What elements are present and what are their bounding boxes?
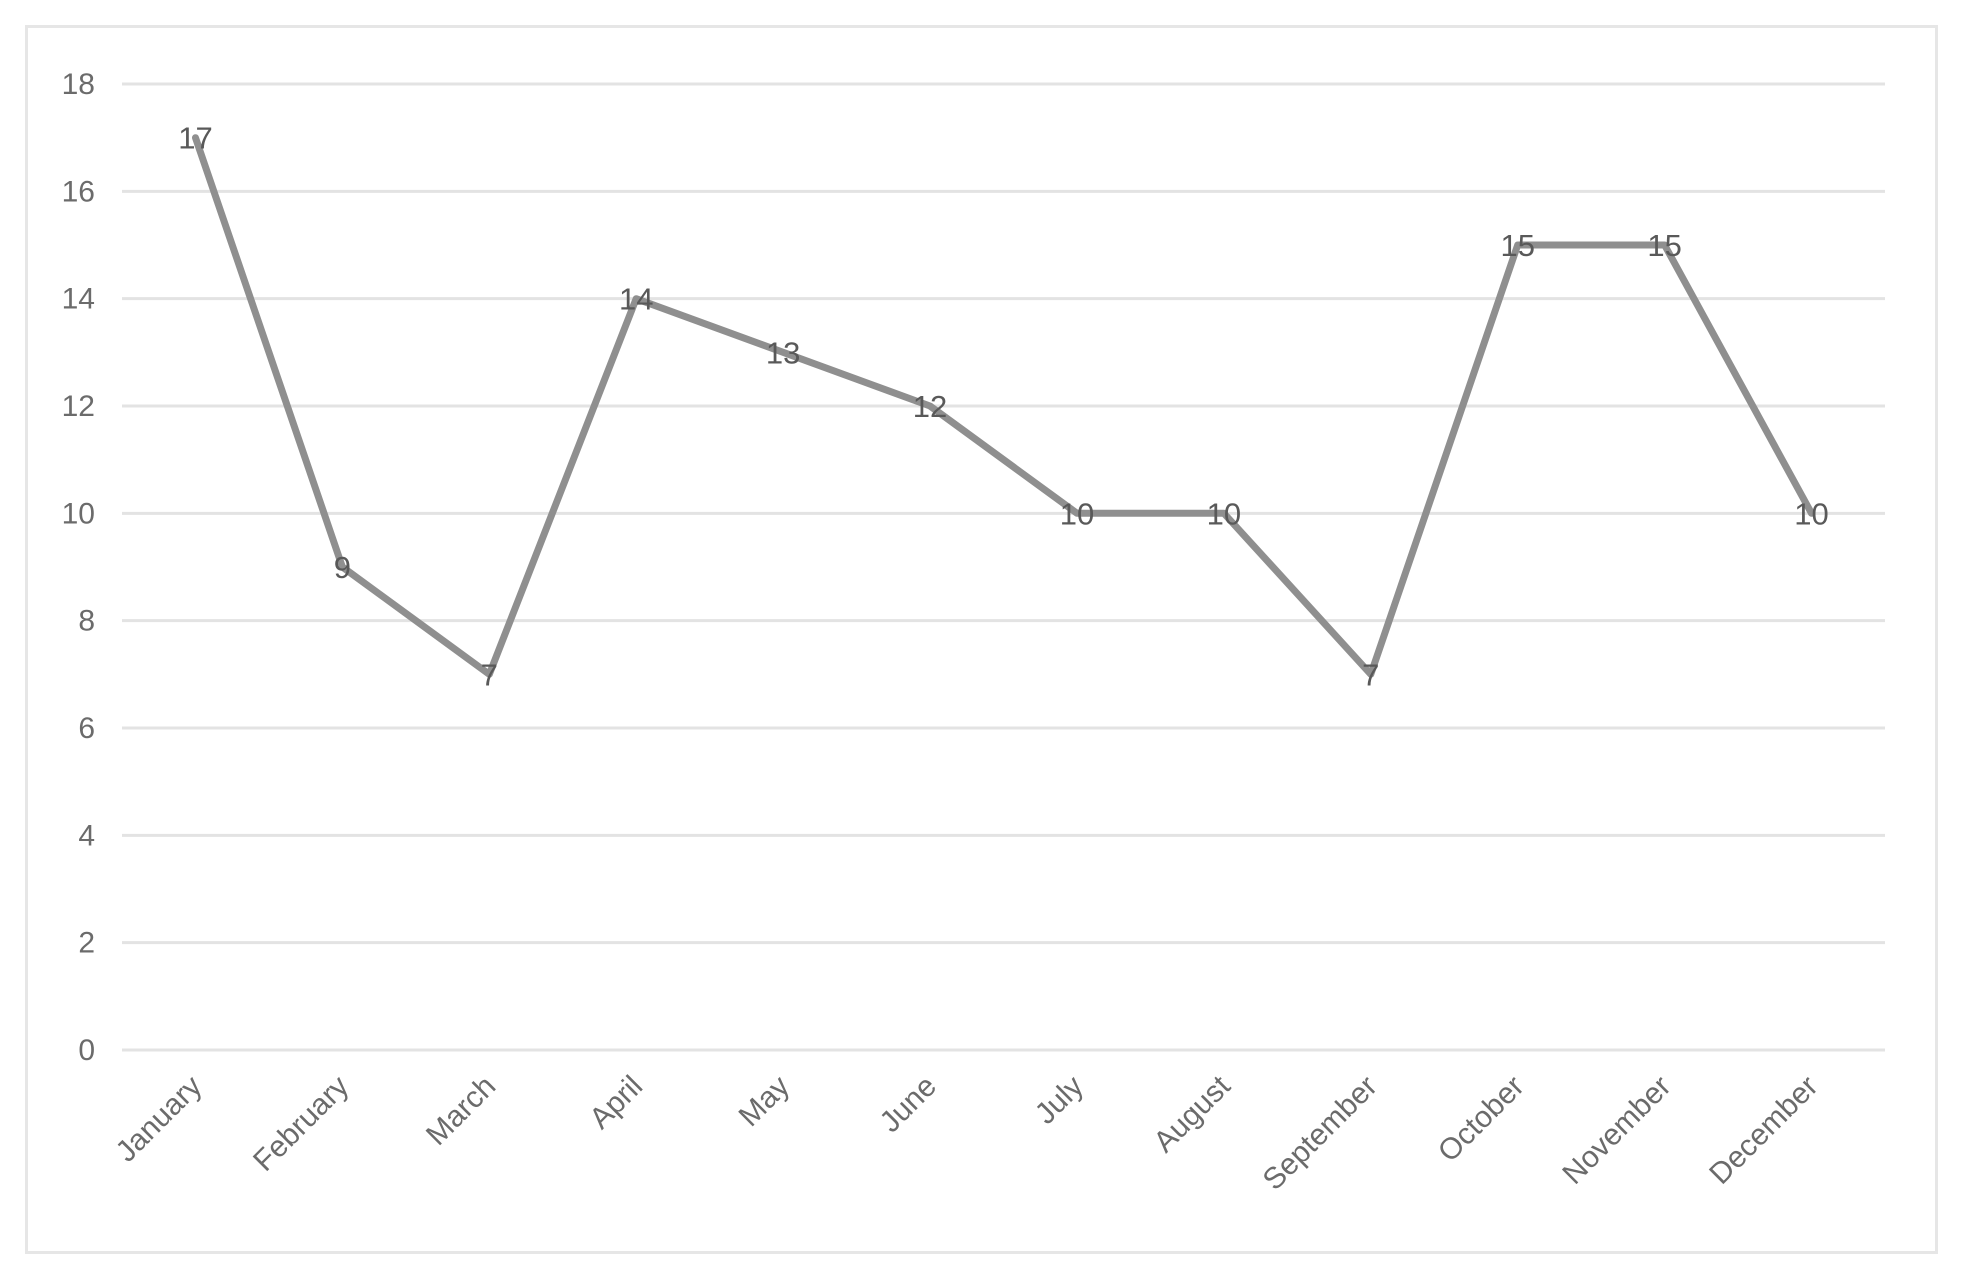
y-tick-label: 6 <box>78 712 95 745</box>
y-tick-label: 18 <box>62 68 95 101</box>
series-line <box>192 134 1815 678</box>
data-label: 15 <box>1647 228 1681 263</box>
x-axis-ticks: January February March April May June July Augu… <box>110 1069 1825 1197</box>
y-tick-label: 16 <box>62 175 95 208</box>
data-labels: 17 9 7 14 13 12 10 10 7 15 15 10 <box>178 121 1829 693</box>
x-tick-label: January <box>110 1070 209 1169</box>
x-tick-label: August <box>1147 1069 1237 1159</box>
x-tick-label: May <box>733 1070 796 1133</box>
y-tick-label: 2 <box>78 927 95 960</box>
y-tick-label: 14 <box>62 283 95 316</box>
data-label: 7 <box>481 657 498 692</box>
x-tick-label: June <box>874 1070 943 1139</box>
data-label: 10 <box>1794 496 1828 531</box>
data-label: 15 <box>1500 228 1534 263</box>
data-label: 17 <box>178 121 212 156</box>
x-tick-label: October <box>1432 1070 1531 1169</box>
x-tick-label: September <box>1257 1070 1384 1197</box>
y-tick-label: 0 <box>78 1034 95 1067</box>
data-label: 13 <box>766 335 800 370</box>
x-tick-label: December <box>1703 1070 1824 1191</box>
data-label: 14 <box>619 282 653 317</box>
x-tick-label: July <box>1029 1070 1090 1131</box>
y-axis-ticks: 0 2 4 6 8 10 12 14 16 18 <box>62 68 95 1067</box>
x-tick-label: November <box>1556 1070 1677 1191</box>
data-label: 9 <box>334 550 351 585</box>
data-label: 10 <box>1207 496 1241 531</box>
y-tick-label: 8 <box>78 605 95 638</box>
data-label: 7 <box>1362 657 1379 692</box>
y-tick-label: 10 <box>62 497 95 530</box>
y-tick-label: 4 <box>78 819 95 852</box>
x-tick-label: April <box>583 1070 649 1136</box>
data-label: 12 <box>913 389 947 424</box>
data-label: 10 <box>1060 496 1094 531</box>
x-tick-label: February <box>247 1070 355 1178</box>
series-layer <box>192 134 1815 678</box>
gridlines <box>122 82 1885 1052</box>
y-tick-label: 12 <box>62 390 95 423</box>
x-tick-label: March <box>420 1070 502 1152</box>
